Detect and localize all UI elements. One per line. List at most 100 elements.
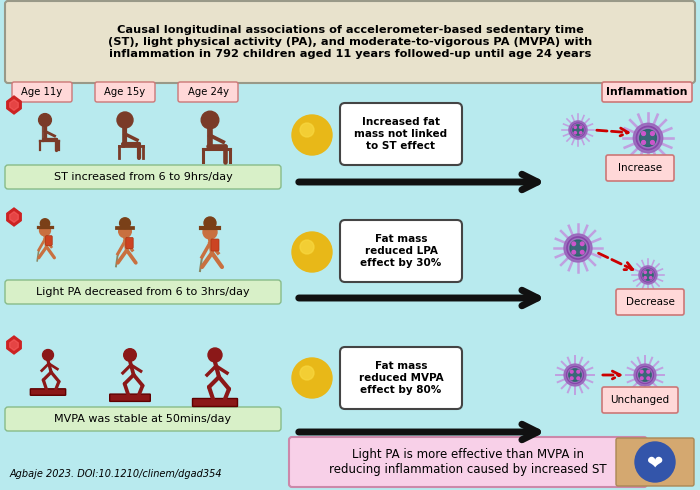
Text: Age 24y: Age 24y [188, 87, 228, 97]
Circle shape [574, 132, 576, 134]
FancyBboxPatch shape [5, 280, 281, 304]
FancyBboxPatch shape [5, 1, 695, 83]
FancyBboxPatch shape [616, 438, 694, 486]
Circle shape [644, 271, 646, 273]
Circle shape [39, 225, 50, 236]
Circle shape [570, 370, 573, 373]
FancyBboxPatch shape [340, 220, 462, 282]
Circle shape [300, 240, 314, 254]
Circle shape [119, 225, 132, 238]
FancyBboxPatch shape [193, 398, 237, 407]
Circle shape [644, 276, 646, 279]
FancyBboxPatch shape [289, 437, 647, 487]
Text: Age 15y: Age 15y [104, 87, 146, 97]
Polygon shape [7, 336, 21, 354]
FancyBboxPatch shape [5, 165, 281, 189]
Circle shape [201, 111, 219, 129]
Text: ❤: ❤ [647, 454, 663, 472]
Circle shape [208, 348, 222, 362]
Circle shape [639, 266, 657, 284]
Circle shape [577, 370, 580, 373]
FancyBboxPatch shape [5, 407, 281, 431]
Circle shape [38, 114, 51, 126]
Circle shape [580, 126, 582, 128]
Circle shape [640, 370, 643, 373]
Circle shape [635, 442, 675, 482]
Circle shape [204, 217, 216, 229]
Circle shape [642, 132, 645, 135]
Circle shape [300, 123, 314, 137]
Text: Light PA decreased from 6 to 3hrs/day: Light PA decreased from 6 to 3hrs/day [36, 287, 250, 297]
FancyBboxPatch shape [30, 389, 66, 395]
Circle shape [640, 377, 643, 380]
Circle shape [572, 242, 575, 245]
FancyBboxPatch shape [46, 236, 52, 245]
Circle shape [569, 121, 587, 139]
FancyBboxPatch shape [340, 347, 462, 409]
Circle shape [577, 377, 580, 380]
Circle shape [650, 141, 655, 145]
Circle shape [570, 240, 586, 256]
Polygon shape [7, 208, 21, 226]
Circle shape [292, 232, 332, 272]
Text: Increase: Increase [618, 163, 662, 173]
Circle shape [634, 364, 656, 386]
FancyBboxPatch shape [602, 387, 678, 413]
Circle shape [647, 370, 650, 373]
Circle shape [120, 218, 130, 229]
FancyBboxPatch shape [616, 289, 684, 315]
FancyBboxPatch shape [606, 155, 674, 181]
Circle shape [634, 123, 663, 153]
Circle shape [124, 349, 136, 361]
Circle shape [580, 132, 582, 134]
FancyBboxPatch shape [12, 82, 72, 102]
Circle shape [647, 377, 650, 380]
FancyBboxPatch shape [110, 394, 150, 401]
Text: Unchanged: Unchanged [610, 395, 670, 405]
Circle shape [640, 129, 657, 147]
Circle shape [642, 141, 645, 145]
Circle shape [570, 377, 573, 380]
Circle shape [569, 369, 581, 381]
Polygon shape [7, 96, 21, 114]
Circle shape [41, 219, 50, 228]
Circle shape [650, 271, 652, 273]
Circle shape [117, 112, 133, 128]
Text: Increased fat
mass not linked
to ST effect: Increased fat mass not linked to ST effe… [354, 118, 447, 150]
FancyBboxPatch shape [178, 82, 238, 102]
Circle shape [572, 250, 575, 254]
Circle shape [203, 225, 217, 239]
Circle shape [564, 364, 586, 386]
Text: Fat mass
reduced MVPA
effect by 80%: Fat mass reduced MVPA effect by 80% [358, 362, 443, 394]
FancyBboxPatch shape [602, 82, 692, 102]
Circle shape [300, 366, 314, 380]
Text: Decrease: Decrease [626, 297, 674, 307]
Circle shape [580, 250, 584, 254]
Circle shape [650, 276, 652, 279]
Circle shape [292, 358, 332, 398]
Text: Inflammation: Inflammation [606, 87, 687, 97]
Text: Fat mass
reduced LPA
effect by 30%: Fat mass reduced LPA effect by 30% [360, 234, 442, 268]
FancyBboxPatch shape [211, 239, 219, 251]
Text: Agbaje 2023. DOI:10.1210/clinem/dgad354: Agbaje 2023. DOI:10.1210/clinem/dgad354 [10, 469, 223, 479]
FancyBboxPatch shape [340, 103, 462, 165]
Text: Causal longitudinal associations of accelerometer-based sedentary time
(ST), lig: Causal longitudinal associations of acce… [108, 25, 592, 59]
FancyBboxPatch shape [95, 82, 155, 102]
Text: Age 11y: Age 11y [22, 87, 62, 97]
Circle shape [43, 349, 53, 361]
Circle shape [650, 132, 655, 135]
Text: Light PA is more effective than MVPA in
reducing inflammation caused by increase: Light PA is more effective than MVPA in … [329, 448, 607, 476]
Circle shape [564, 234, 592, 262]
Polygon shape [10, 99, 18, 110]
Circle shape [643, 270, 653, 280]
Polygon shape [10, 212, 18, 222]
Circle shape [639, 369, 651, 381]
Circle shape [574, 126, 576, 128]
Polygon shape [10, 340, 18, 350]
Circle shape [580, 242, 584, 245]
Circle shape [573, 125, 583, 135]
Text: ST increased from 6 to 9hrs/day: ST increased from 6 to 9hrs/day [54, 172, 232, 182]
FancyBboxPatch shape [126, 238, 133, 248]
Text: MVPA was stable at 50mins/day: MVPA was stable at 50mins/day [55, 414, 232, 424]
Circle shape [292, 115, 332, 155]
